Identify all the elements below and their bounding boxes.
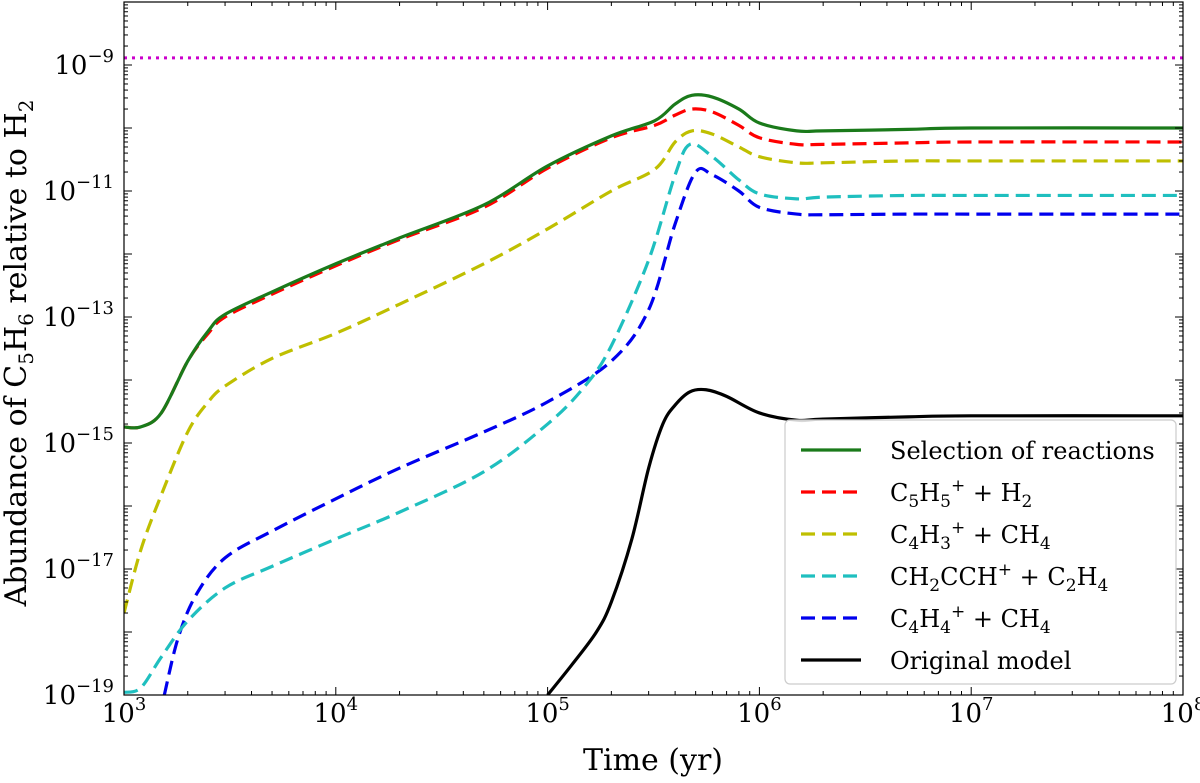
x-tick-base: 10 <box>102 699 135 729</box>
ylabel-mid: H <box>0 326 34 352</box>
ticks: 103 104 105 106 107 10810−1910−1710−1510−1310… <box>43 1 1200 729</box>
legend-label-part: 4 <box>908 534 919 554</box>
ylabel-prefix: Abundance of C <box>0 365 34 608</box>
y-tick-label: 10−13 <box>43 298 114 333</box>
x-tick-label: 106 <box>737 694 782 729</box>
y-tick-base: 10 <box>54 51 87 81</box>
y-tick-exp: −17 <box>76 550 114 571</box>
legend-label-part: + <box>951 476 965 496</box>
legend-label: CH2CCH+ + C2H4 <box>890 560 1108 596</box>
series-line-4 <box>162 166 1183 695</box>
legend-label: Original model <box>890 647 1071 675</box>
x-tick-base: 10 <box>1161 699 1194 729</box>
axes-frame <box>123 1 1184 696</box>
legend-label: Selection of reactions <box>890 437 1155 465</box>
ylabel-sub3: 2 <box>14 100 38 113</box>
legend-label-part: H <box>919 479 940 507</box>
x-axis-label: Time (yr) <box>583 743 723 778</box>
series-line-2 <box>124 128 1183 614</box>
y-tick-label: 10−15 <box>43 424 114 459</box>
y-tick-label: 10−19 <box>43 676 114 711</box>
x-tick-base: 10 <box>949 699 982 729</box>
legend-label-part: 2 <box>1066 576 1077 596</box>
legend-label-part: 2 <box>1022 492 1033 512</box>
legend-label-part: C <box>890 605 908 633</box>
legend-label-part: + <box>998 560 1012 580</box>
series-line-3 <box>124 142 1183 694</box>
ylabel-sub2: 6 <box>14 313 38 326</box>
legend-label-part: 4 <box>940 618 951 638</box>
legend-label-part: 4 <box>1098 576 1109 596</box>
legend-label-part: 5 <box>908 492 919 512</box>
x-tick-exp: 6 <box>770 694 781 715</box>
legend-label-part: 4 <box>1040 534 1051 554</box>
legend-label-part: H <box>919 605 940 633</box>
x-tick-exp: 5 <box>558 694 569 715</box>
legend-label-part: + H <box>965 479 1021 507</box>
y-axis-label: Abundance of C5H6 relative to H2 <box>0 100 38 608</box>
legend-label: C4H3+ + CH4 <box>890 518 1051 554</box>
x-tick-label: 105 <box>525 694 570 729</box>
y-tick-base: 10 <box>43 303 76 333</box>
legend-label-part: + C <box>1012 563 1066 591</box>
x-tick-base: 10 <box>314 699 347 729</box>
y-tick-base: 10 <box>43 177 76 207</box>
x-tick-exp: 3 <box>135 694 146 715</box>
legend-label-part: + CH <box>965 521 1040 549</box>
legend-label-part: CH <box>890 563 929 591</box>
axes-border <box>123 1 1184 696</box>
y-tick-label: 10−9 <box>54 46 114 81</box>
ylabel-sub1: 5 <box>14 352 38 365</box>
legend-label-part: 3 <box>940 534 951 554</box>
y-tick-base: 10 <box>43 429 76 459</box>
y-tick-label: 10−17 <box>43 550 114 585</box>
x-tick-label: 108 <box>1161 694 1200 729</box>
legend-label-part: 5 <box>940 492 951 512</box>
legend-label-part: H <box>1077 563 1098 591</box>
legend-label-part: + <box>951 602 965 622</box>
legend-label-part: + <box>951 518 965 538</box>
y-tick-label: 10−11 <box>43 172 114 207</box>
ylabel-suffix: relative to H <box>0 112 34 313</box>
y-tick-exp: −13 <box>76 298 114 319</box>
x-tick-label: 107 <box>949 694 994 729</box>
legend-label-part: 4 <box>1040 618 1051 638</box>
y-tick-base: 10 <box>43 555 76 585</box>
y-tick-exp: −15 <box>76 424 114 445</box>
legend-label-part: H <box>919 521 940 549</box>
x-tick-exp: 4 <box>347 694 358 715</box>
legend-label: C4H4+ + CH4 <box>890 602 1051 638</box>
x-tick-exp: 8 <box>1194 694 1200 715</box>
x-tick-exp: 7 <box>982 694 993 715</box>
x-tick-label: 104 <box>314 694 359 729</box>
legend-label-part: C <box>890 479 908 507</box>
legend-label: C5H5+ + H2 <box>890 476 1032 512</box>
x-tick-label: 103 <box>102 694 147 729</box>
series-line-0 <box>124 93 1183 430</box>
legend-label-part: C <box>890 521 908 549</box>
y-tick-base: 10 <box>43 681 76 711</box>
legend-label-part: + CH <box>965 605 1040 633</box>
x-tick-base: 10 <box>737 699 770 729</box>
legend-label-part: 4 <box>908 618 919 638</box>
y-tick-exp: −19 <box>76 676 114 697</box>
legend-label-part: 2 <box>929 576 940 596</box>
series-line-5 <box>546 387 1183 695</box>
plot-area <box>124 56 1183 695</box>
y-tick-exp: −9 <box>87 46 114 67</box>
legend-label-part: CCH <box>940 563 998 591</box>
legend-box <box>784 419 1177 685</box>
x-tick-base: 10 <box>525 699 558 729</box>
y-tick-exp: −11 <box>76 172 114 193</box>
